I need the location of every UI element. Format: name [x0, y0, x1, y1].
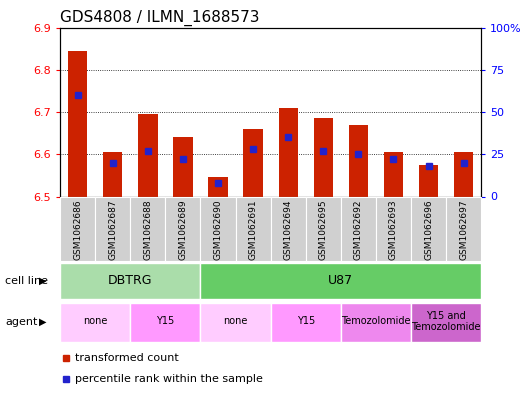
Text: GSM1062689: GSM1062689 — [178, 200, 187, 261]
Text: Y15: Y15 — [156, 316, 175, 327]
Text: transformed count: transformed count — [75, 353, 179, 363]
Bar — [271, 303, 341, 342]
Text: DBTRG: DBTRG — [108, 274, 153, 287]
Text: GSM1062688: GSM1062688 — [143, 200, 152, 261]
Bar — [95, 196, 130, 261]
Bar — [173, 138, 192, 196]
Bar — [384, 152, 403, 196]
Bar — [341, 196, 376, 261]
Text: none: none — [83, 316, 107, 327]
Bar — [341, 303, 411, 342]
Bar — [165, 196, 200, 261]
Text: GSM1062697: GSM1062697 — [459, 200, 468, 261]
Text: U87: U87 — [328, 274, 354, 287]
Text: GSM1062687: GSM1062687 — [108, 200, 117, 261]
Bar — [419, 165, 438, 196]
Text: GSM1062695: GSM1062695 — [319, 200, 328, 261]
Bar — [200, 196, 235, 261]
Bar — [411, 303, 481, 342]
Bar — [208, 178, 228, 196]
Text: ▶: ▶ — [39, 276, 46, 286]
Bar — [60, 263, 200, 299]
Bar — [454, 152, 473, 196]
Text: GDS4808 / ILMN_1688573: GDS4808 / ILMN_1688573 — [60, 10, 259, 26]
Bar — [68, 51, 87, 196]
Bar — [376, 196, 411, 261]
Bar — [446, 196, 481, 261]
Text: GSM1062692: GSM1062692 — [354, 200, 363, 260]
Bar — [235, 196, 271, 261]
Text: Y15 and
Temozolomide: Y15 and Temozolomide — [411, 310, 481, 332]
Text: none: none — [223, 316, 248, 327]
Bar — [103, 152, 122, 196]
Bar — [271, 196, 306, 261]
Text: agent: agent — [5, 317, 38, 327]
Bar — [349, 125, 368, 196]
Text: GSM1062693: GSM1062693 — [389, 200, 398, 261]
Text: GSM1062686: GSM1062686 — [73, 200, 82, 261]
Bar — [60, 196, 95, 261]
Bar — [411, 196, 446, 261]
Text: Temozolomide: Temozolomide — [341, 316, 411, 327]
Bar — [130, 303, 200, 342]
Bar — [244, 129, 263, 196]
Bar — [60, 303, 130, 342]
Text: GSM1062696: GSM1062696 — [424, 200, 433, 261]
Text: GSM1062691: GSM1062691 — [248, 200, 258, 261]
Text: ▶: ▶ — [39, 317, 46, 327]
Text: percentile rank within the sample: percentile rank within the sample — [75, 374, 263, 384]
Bar — [200, 303, 271, 342]
Bar — [279, 108, 298, 196]
Text: cell line: cell line — [5, 276, 48, 286]
Bar — [314, 118, 333, 196]
Bar — [130, 196, 165, 261]
Text: Y15: Y15 — [297, 316, 315, 327]
Bar — [200, 263, 481, 299]
Bar — [306, 196, 341, 261]
Text: GSM1062694: GSM1062694 — [283, 200, 293, 260]
Bar — [138, 114, 157, 196]
Text: GSM1062690: GSM1062690 — [213, 200, 222, 261]
